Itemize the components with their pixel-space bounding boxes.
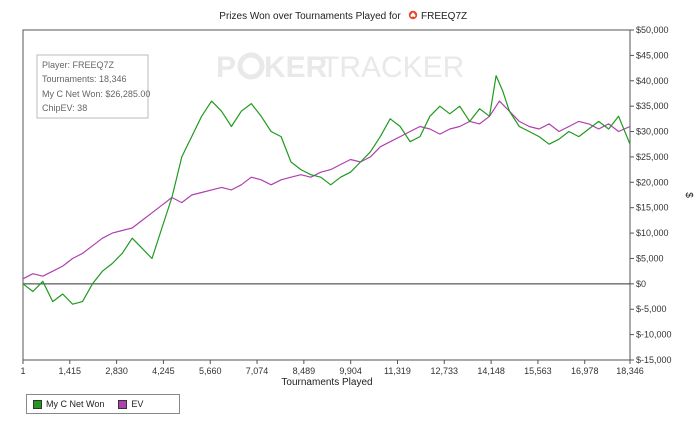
watermark-ker: KER (264, 51, 328, 84)
chart-title-player: FREEQ7Z (421, 11, 467, 22)
info-tournaments: Tournaments: 18,346 (42, 74, 127, 84)
y-tick-label: $50,000 (636, 25, 669, 35)
x-tick-label: 16,978 (571, 366, 599, 376)
x-tick-label: 7,074 (246, 366, 269, 376)
y-axis-title: $ (683, 192, 694, 198)
x-tick-label: 18,346 (616, 366, 644, 376)
y-tick-label: $10,000 (636, 228, 669, 238)
x-tick-label: 2,830 (105, 366, 128, 376)
x-tick-label: 12,733 (431, 366, 459, 376)
info-box-frame (36, 54, 149, 119)
x-tick-label: 5,660 (199, 366, 222, 376)
x-axis-title: Tournaments Played (281, 377, 372, 388)
legend-swatch-net-won (33, 399, 42, 409)
player-info-box: Player: FREEQ7Z Tournaments: 18,346 My C… (36, 54, 150, 119)
legend-label-ev: EV (131, 399, 144, 409)
watermark-p: P (216, 51, 236, 84)
pokertracker-watermark: P KER TRACKER (216, 51, 464, 84)
y-tick-label: $0 (636, 279, 646, 289)
chart-title-text: Prizes Won over Tournaments Played for (219, 11, 401, 22)
legend-label-net-won: My C Net Won (46, 399, 105, 409)
legend: My C Net Won EV (26, 394, 180, 414)
legend-swatch-ev (118, 399, 128, 409)
series-line-net-won (22, 75, 631, 305)
y-axis: $-15,000 $-10,000 $-5,000 $0 $5,000 $10,000 $1… (630, 25, 672, 365)
y-tick-label: $5,000 (636, 253, 664, 263)
y-tick-label: $15,000 (636, 203, 669, 213)
x-tick-label: 11,319 (384, 366, 411, 376)
x-axis: 1 1,415 2,830 4,245 5,660 7,074 8,489 9,904 11,3… (20, 360, 644, 376)
y-tick-label: $-10,000 (636, 330, 672, 340)
y-tick-label: $30,000 (636, 127, 669, 137)
y-tick-label: $40,000 (636, 76, 669, 86)
y-tick-label: $-15,000 (636, 355, 672, 365)
series-group (22, 75, 631, 305)
info-chipev: ChipEV: 38 (42, 103, 87, 113)
x-tick-label: 8,489 (293, 366, 316, 376)
info-net-won: My C Net Won: $26,285.00 (42, 89, 150, 99)
y-tick-label: $45,000 (636, 50, 669, 60)
x-tick-label: 15,563 (524, 366, 552, 376)
y-tick-label: $-5,000 (636, 304, 667, 314)
y-tick-label: $35,000 (636, 101, 669, 111)
series-line-ev (22, 100, 631, 280)
watermark-tracker: TRACKER (321, 51, 464, 84)
plot-border (22, 29, 631, 361)
legend-item-ev[interactable]: EV (118, 399, 143, 409)
x-tick-label: 1,415 (59, 366, 82, 376)
y-tick-label: $25,000 (636, 152, 669, 162)
x-tick-label: 14,148 (477, 366, 505, 376)
x-tick-label: 4,245 (152, 366, 175, 376)
chart-title: Prizes Won over Tournaments Played for F… (219, 10, 467, 22)
legend-item-net-won[interactable]: My C Net Won (33, 399, 104, 409)
x-tick-label: 9,904 (339, 366, 362, 376)
x-tick-label: 1 (20, 366, 25, 376)
spade-icon (408, 10, 418, 20)
y-tick-label: $20,000 (636, 177, 669, 187)
info-player: Player: FREEQ7Z (42, 60, 115, 70)
poker-chip-icon (237, 52, 265, 80)
